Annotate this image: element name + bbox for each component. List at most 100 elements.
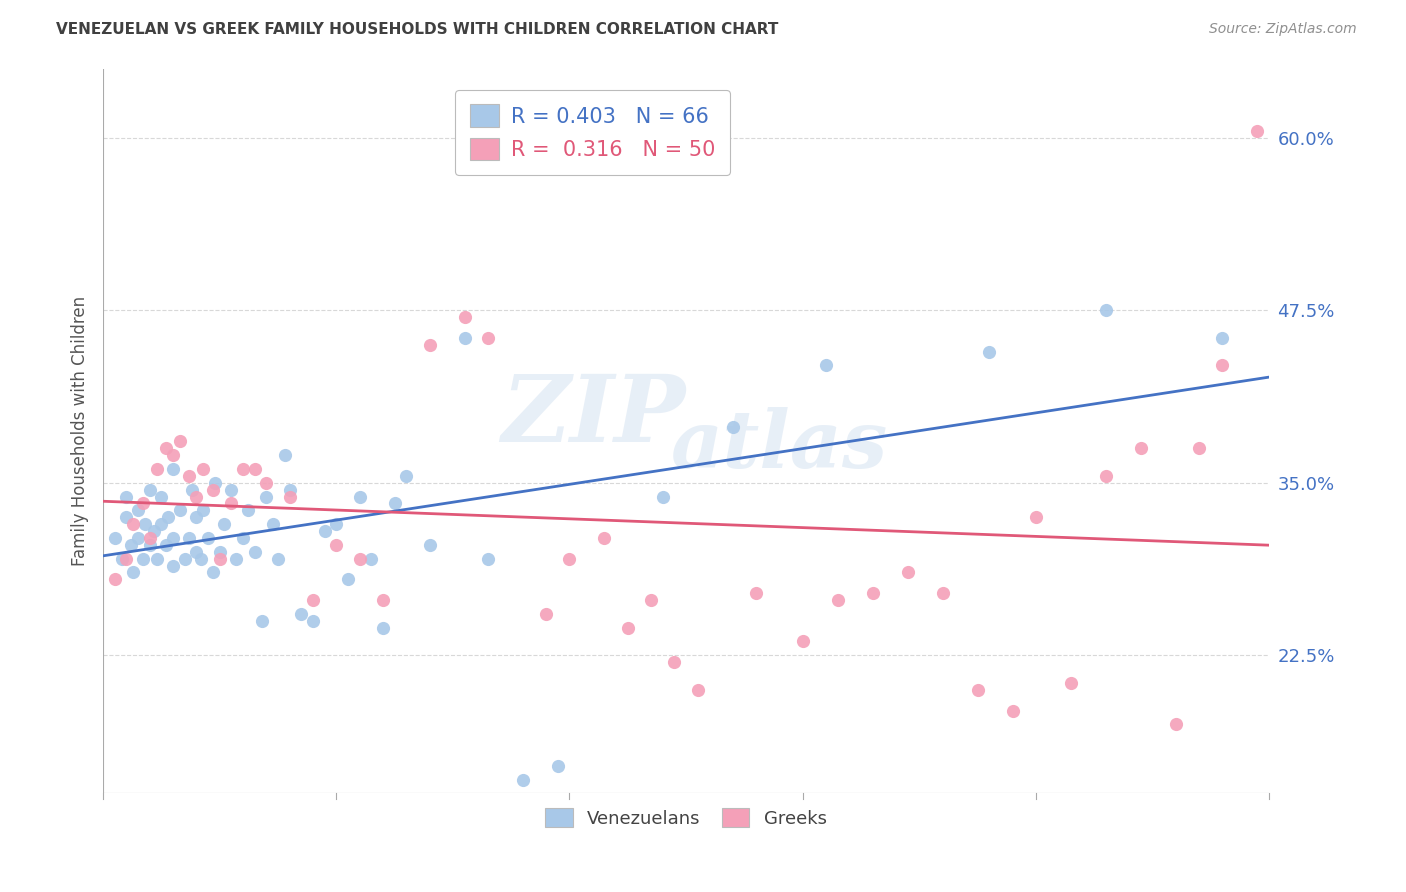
Point xyxy=(745,586,768,600)
Point xyxy=(1001,704,1024,718)
Point xyxy=(225,551,247,566)
Point xyxy=(169,434,191,449)
Point xyxy=(197,531,219,545)
Point xyxy=(204,475,226,490)
Point xyxy=(349,551,371,566)
Point xyxy=(979,344,1001,359)
Point xyxy=(931,586,953,600)
Point xyxy=(232,462,254,476)
Text: VENEZUELAN VS GREEK FAMILY HOUSEHOLDS WITH CHILDREN CORRELATION CHART: VENEZUELAN VS GREEK FAMILY HOUSEHOLDS WI… xyxy=(56,22,779,37)
Point xyxy=(384,496,406,510)
Point xyxy=(640,593,662,607)
Point xyxy=(325,517,347,532)
Point xyxy=(150,517,173,532)
Point xyxy=(325,538,347,552)
Point xyxy=(1025,510,1047,524)
Point xyxy=(221,496,243,510)
Point xyxy=(132,496,155,510)
Point xyxy=(278,483,301,497)
Point xyxy=(208,551,231,566)
Point xyxy=(274,448,297,462)
Point xyxy=(1211,359,1233,373)
Text: Source: ZipAtlas.com: Source: ZipAtlas.com xyxy=(1209,22,1357,37)
Point xyxy=(792,634,814,648)
Point xyxy=(371,621,394,635)
Point xyxy=(186,510,208,524)
Point xyxy=(254,490,277,504)
Point xyxy=(966,682,988,697)
Point xyxy=(111,551,134,566)
Point xyxy=(1095,468,1118,483)
Point xyxy=(169,503,191,517)
Point xyxy=(214,517,236,532)
Point xyxy=(232,531,254,545)
Point xyxy=(139,531,162,545)
Point xyxy=(1211,331,1233,345)
Point xyxy=(139,538,162,552)
Point xyxy=(143,524,166,538)
Point xyxy=(122,517,145,532)
Point xyxy=(664,655,686,669)
Point xyxy=(162,462,184,476)
Point xyxy=(1188,441,1211,455)
Point xyxy=(155,538,177,552)
Point xyxy=(145,462,167,476)
Point xyxy=(145,551,167,566)
Point xyxy=(201,566,224,580)
Point xyxy=(290,607,312,621)
Point xyxy=(243,545,266,559)
Point xyxy=(651,490,673,504)
Point xyxy=(180,483,202,497)
Point xyxy=(862,586,884,600)
Point xyxy=(593,531,616,545)
Point xyxy=(1129,441,1152,455)
Point xyxy=(179,531,201,545)
Point xyxy=(453,331,475,345)
Point xyxy=(395,468,418,483)
Point xyxy=(558,551,581,566)
Point xyxy=(254,475,277,490)
Point xyxy=(150,490,173,504)
Point xyxy=(122,566,145,580)
Point xyxy=(157,510,180,524)
Point xyxy=(201,483,224,497)
Point xyxy=(453,310,475,324)
Point xyxy=(208,545,231,559)
Point xyxy=(190,551,212,566)
Point xyxy=(477,551,499,566)
Point xyxy=(186,490,208,504)
Point xyxy=(127,503,149,517)
Point xyxy=(193,503,215,517)
Y-axis label: Family Households with Children: Family Households with Children xyxy=(72,296,89,566)
Point xyxy=(302,614,325,628)
Point xyxy=(250,614,273,628)
Point xyxy=(162,448,184,462)
Point xyxy=(173,551,195,566)
Point xyxy=(547,758,569,772)
Point xyxy=(134,517,156,532)
Point xyxy=(512,772,534,787)
Point xyxy=(179,468,201,483)
Point xyxy=(897,566,920,580)
Point xyxy=(120,538,142,552)
Point xyxy=(193,462,215,476)
Point xyxy=(349,490,371,504)
Point xyxy=(132,551,155,566)
Point xyxy=(721,420,744,434)
Point xyxy=(104,572,127,586)
Point xyxy=(314,524,336,538)
Point xyxy=(115,510,138,524)
Point xyxy=(501,96,523,111)
Point xyxy=(236,503,259,517)
Point xyxy=(827,593,849,607)
Point xyxy=(243,462,266,476)
Point xyxy=(1060,676,1083,690)
Text: atlas: atlas xyxy=(671,407,889,484)
Point xyxy=(534,607,557,621)
Point xyxy=(104,531,127,545)
Point xyxy=(477,331,499,345)
Point xyxy=(1095,303,1118,318)
Point xyxy=(686,682,709,697)
Point xyxy=(221,483,243,497)
Point xyxy=(127,531,149,545)
